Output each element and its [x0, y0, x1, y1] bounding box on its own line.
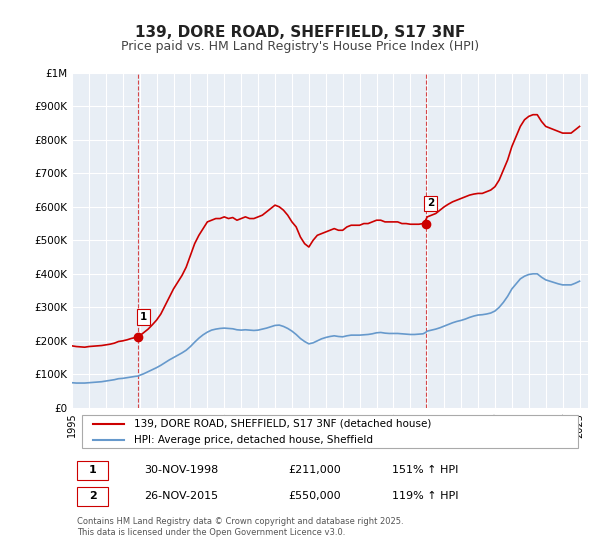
- Text: HPI: Average price, detached house, Sheffield: HPI: Average price, detached house, Shef…: [134, 435, 373, 445]
- Text: £550,000: £550,000: [289, 492, 341, 502]
- FancyBboxPatch shape: [77, 487, 108, 506]
- Text: 139, DORE ROAD, SHEFFIELD, S17 3NF (detached house): 139, DORE ROAD, SHEFFIELD, S17 3NF (deta…: [134, 419, 431, 428]
- Text: Contains HM Land Registry data © Crown copyright and database right 2025.
This d: Contains HM Land Registry data © Crown c…: [77, 517, 404, 536]
- FancyBboxPatch shape: [77, 461, 108, 479]
- Text: 1: 1: [140, 312, 147, 322]
- Text: 26-NOV-2015: 26-NOV-2015: [144, 492, 218, 502]
- Text: 151% ↑ HPI: 151% ↑ HPI: [392, 465, 458, 475]
- Text: 119% ↑ HPI: 119% ↑ HPI: [392, 492, 458, 502]
- Text: £211,000: £211,000: [289, 465, 341, 475]
- Text: Price paid vs. HM Land Registry's House Price Index (HPI): Price paid vs. HM Land Registry's House …: [121, 40, 479, 53]
- Text: 1: 1: [89, 465, 97, 475]
- Text: 30-NOV-1998: 30-NOV-1998: [144, 465, 218, 475]
- Text: 2: 2: [89, 492, 97, 502]
- Text: 139, DORE ROAD, SHEFFIELD, S17 3NF: 139, DORE ROAD, SHEFFIELD, S17 3NF: [135, 25, 465, 40]
- Text: 2: 2: [427, 198, 434, 208]
- FancyBboxPatch shape: [82, 416, 578, 448]
